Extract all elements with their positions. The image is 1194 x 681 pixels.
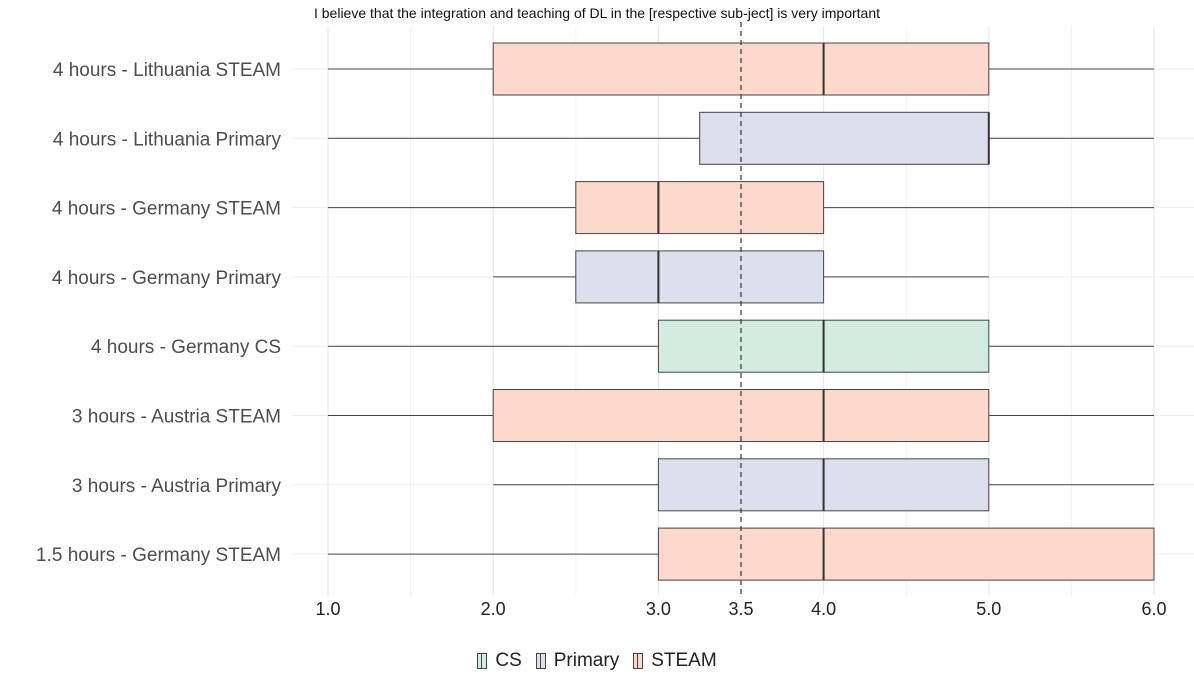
category-label: 4 hours - Lithuania STEAM	[53, 60, 281, 81]
category-label: 4 hours - Germany CS	[91, 337, 281, 358]
legend-item: STEAM	[633, 650, 717, 672]
legend-label: STEAM	[651, 650, 717, 671]
category-label: 3 hours - Austria Primary	[72, 476, 282, 497]
category-label: 4 hours - Lithuania Primary	[53, 129, 282, 150]
box	[699, 111, 990, 165]
legend-key	[535, 653, 546, 669]
x-tick-label: 3.5	[728, 599, 753, 619]
box	[575, 250, 825, 304]
category-label: 1.5 hours - Germany STEAM	[36, 545, 281, 566]
whisker-layer	[328, 68, 1154, 555]
legend-item: Primary	[535, 650, 620, 672]
legend-item: CS	[477, 650, 522, 672]
category-label: 4 hours - Germany STEAM	[52, 199, 281, 220]
legend-key	[477, 653, 488, 669]
chart-title: I believe that the integration and teach…	[313, 5, 880, 21]
legend-label: Primary	[553, 650, 620, 671]
box	[492, 389, 990, 442]
box-layer	[492, 42, 1155, 581]
legend: CS Primary STEAM	[0, 650, 1194, 672]
x-tick-label: 5.0	[976, 599, 1001, 619]
box	[657, 527, 1155, 581]
legend-label: CS	[495, 650, 522, 671]
x-tick-label: 2.0	[481, 599, 506, 619]
x-tick-label: 4.0	[811, 599, 836, 619]
category-label: 4 hours - Germany Primary	[52, 268, 282, 289]
x-tick-label: 3.0	[646, 599, 671, 619]
category-label: 3 hours - Austria STEAM	[72, 407, 281, 428]
axis-label-layer: 4 hours - Lithuania STEAM 4 hours - Lithu…	[36, 60, 1166, 619]
box	[575, 181, 825, 235]
legend-key	[633, 653, 644, 669]
x-tick-label: 6.0	[1141, 599, 1166, 619]
x-tick-label: 1.0	[315, 599, 340, 619]
